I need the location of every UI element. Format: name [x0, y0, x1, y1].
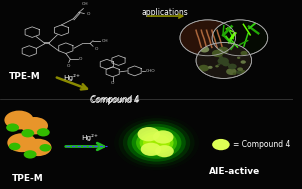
Text: Compound 4: Compound 4 — [90, 96, 138, 105]
Text: Hg²⁺: Hg²⁺ — [81, 134, 98, 141]
Text: O: O — [95, 47, 98, 51]
Circle shape — [180, 20, 236, 56]
Circle shape — [21, 117, 48, 134]
Circle shape — [240, 51, 248, 56]
Circle shape — [219, 49, 223, 52]
Text: applications: applications — [142, 8, 189, 17]
Circle shape — [236, 71, 242, 74]
Circle shape — [237, 57, 240, 59]
Text: O: O — [111, 81, 114, 85]
Circle shape — [143, 134, 170, 151]
Text: CHO: CHO — [146, 69, 155, 73]
Circle shape — [24, 139, 52, 156]
Circle shape — [198, 65, 209, 72]
Circle shape — [217, 57, 229, 65]
Circle shape — [37, 128, 50, 136]
Circle shape — [24, 150, 37, 159]
Text: O: O — [79, 57, 82, 61]
Text: Compound 4: Compound 4 — [91, 95, 140, 105]
Circle shape — [222, 62, 230, 66]
Circle shape — [153, 130, 174, 144]
Circle shape — [6, 123, 19, 132]
Circle shape — [215, 65, 219, 67]
Text: = Compound 4: = Compound 4 — [233, 139, 290, 149]
Text: Hg²⁺: Hg²⁺ — [63, 74, 80, 81]
Circle shape — [127, 124, 186, 162]
Circle shape — [155, 145, 174, 157]
Text: TPE-M: TPE-M — [9, 72, 41, 81]
Text: O: O — [87, 12, 91, 16]
Circle shape — [123, 121, 190, 164]
Circle shape — [132, 127, 182, 159]
Circle shape — [21, 129, 34, 137]
Circle shape — [240, 70, 246, 74]
Circle shape — [212, 20, 268, 56]
Text: AIE-active: AIE-active — [208, 167, 260, 176]
Text: OH: OH — [102, 39, 108, 43]
Circle shape — [5, 111, 34, 129]
Circle shape — [226, 68, 237, 75]
Circle shape — [114, 115, 199, 170]
Circle shape — [200, 46, 209, 53]
Circle shape — [240, 60, 246, 64]
Circle shape — [40, 144, 51, 152]
Text: O: O — [66, 64, 70, 68]
Circle shape — [212, 50, 223, 57]
Circle shape — [217, 64, 220, 66]
Text: OH: OH — [82, 2, 88, 6]
Circle shape — [212, 139, 230, 150]
Circle shape — [118, 118, 194, 167]
Circle shape — [140, 132, 174, 154]
Circle shape — [136, 129, 177, 156]
Circle shape — [9, 143, 21, 150]
Circle shape — [196, 43, 252, 78]
Circle shape — [208, 66, 213, 69]
Circle shape — [7, 133, 37, 152]
Text: TPE-M: TPE-M — [12, 174, 44, 183]
Circle shape — [141, 143, 161, 156]
Circle shape — [228, 64, 237, 69]
Circle shape — [233, 72, 236, 75]
Circle shape — [237, 67, 243, 71]
Circle shape — [217, 47, 229, 54]
Circle shape — [137, 127, 160, 141]
Circle shape — [219, 56, 223, 59]
